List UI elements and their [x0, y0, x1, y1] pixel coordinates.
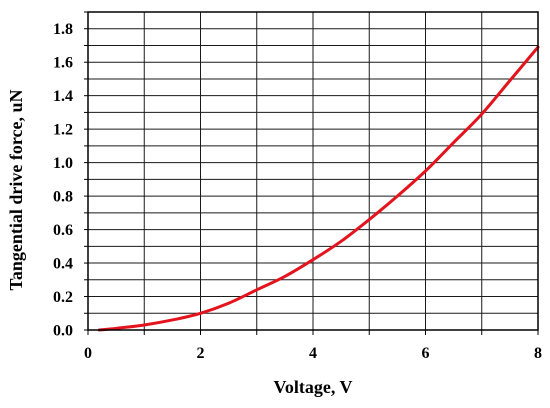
y-tick-label: 0.8 — [53, 189, 73, 206]
y-tick-label: 1.0 — [53, 155, 73, 172]
y-tick-label: 0.6 — [53, 222, 73, 239]
y-tick-label: 0.4 — [53, 256, 73, 273]
x-tick-label: 8 — [534, 345, 542, 362]
y-tick-label: 0.2 — [53, 289, 73, 306]
grid — [87, 11, 539, 331]
y-tick-label: 1.2 — [53, 122, 73, 139]
y-tick-label: 1.6 — [53, 55, 73, 72]
plot-frame — [87, 11, 539, 331]
x-tick-label: 4 — [309, 345, 317, 362]
ticks — [84, 11, 539, 335]
y-axis-title: Tangential drive force, uN — [6, 90, 26, 291]
x-tick-label: 0 — [84, 345, 92, 362]
series — [97, 45, 540, 332]
series-line — [97, 45, 540, 332]
tick-labels: 0 2 4 6 8 0.0 0.2 0.4 0.6 0.8 1.0 1.2 1.4 1.6 1.8 — [53, 21, 542, 362]
y-tick-label: 1.4 — [53, 88, 73, 105]
x-tick-label: 2 — [197, 345, 205, 362]
y-tick-label: 0.0 — [53, 323, 73, 340]
x-tick-label: 6 — [422, 345, 430, 362]
y-tick-label: 1.8 — [53, 21, 73, 38]
x-axis-title: Voltage, V — [273, 377, 352, 397]
